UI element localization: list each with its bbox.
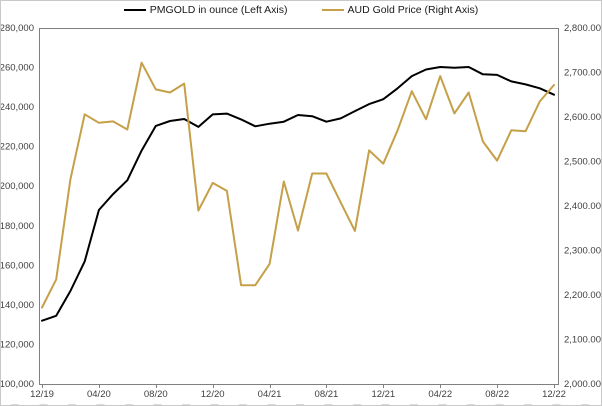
x-tick-label: 12/19	[30, 389, 54, 400]
legend-item-pmgold[interactable]: PMGOLD in ounce (Left Axis)	[123, 4, 288, 16]
y-right-tick-label: 2,100.00	[564, 335, 601, 346]
y-left-tick-label: 160,000	[1, 260, 34, 271]
legend-item-aud[interactable]: AUD Gold Price (Right Axis)	[321, 4, 479, 16]
y-right-tick-label: 2,200.00	[564, 290, 601, 301]
y-right-tick-label: 2,600.00	[564, 112, 601, 123]
y-left-tick-label: 100,000	[1, 379, 34, 390]
y-left-tick-label: 120,000	[1, 339, 34, 350]
aud-line-swatch	[321, 8, 344, 12]
pmgold-line-swatch	[123, 8, 146, 12]
x-tick-label: 04/20	[87, 389, 111, 400]
y-left-tick-label: 140,000	[1, 300, 34, 311]
chart-legend: PMGOLD in ounce (Left Axis) AUD Gold Pri…	[1, 4, 601, 16]
x-tick-label: 04/21	[258, 389, 282, 400]
y-right-tick-label: 2,000.00	[564, 379, 601, 390]
y-right-tick-label: 2,700.00	[564, 68, 601, 79]
x-tick-label: 08/22	[485, 389, 509, 400]
y-right-tick-label: 2,300.00	[564, 246, 601, 257]
x-tick-label: 12/22	[542, 389, 566, 400]
pmgold-series-line	[41, 66, 555, 322]
y-left-tick-label: 200,000	[1, 181, 34, 192]
pmgold-legend-label: PMGOLD in ounce (Left Axis)	[149, 4, 288, 16]
y-right-tick-label: 2,400.00	[564, 201, 601, 212]
x-tick-label: 12/21	[371, 389, 395, 400]
y-left-tick-label: 220,000	[1, 142, 34, 153]
aud-gold-series-line	[41, 61, 555, 309]
y-left-tick-label: 280,000	[1, 23, 34, 34]
x-tick-label: 08/20	[144, 389, 168, 400]
x-tick-label: 04/22	[428, 389, 452, 400]
aud-legend-label: AUD Gold Price (Right Axis)	[347, 4, 479, 16]
x-tick-label: 12/20	[201, 389, 225, 400]
y-right-tick-label: 2,800.00	[564, 23, 601, 34]
y-left-tick-label: 260,000	[1, 63, 34, 74]
y-left-tick-label: 180,000	[1, 221, 34, 232]
x-tick-label: 08/21	[315, 389, 339, 400]
plot-border	[39, 28, 559, 385]
y-left-tick-label: 240,000	[1, 102, 34, 113]
y-right-tick-label: 2,500.00	[564, 157, 601, 168]
